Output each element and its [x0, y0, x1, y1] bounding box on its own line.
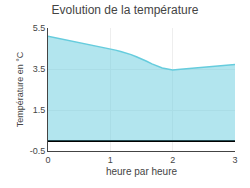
- svg-text:3.5: 3.5: [33, 64, 46, 74]
- svg-text:3: 3: [232, 155, 237, 165]
- svg-text:1.5: 1.5: [33, 105, 46, 115]
- svg-text:0: 0: [45, 155, 50, 165]
- svg-text:-0.5: -0.5: [30, 146, 46, 156]
- svg-text:Evolution de la température: Evolution de la température: [52, 3, 199, 17]
- svg-text:Température en °C: Température en °C: [15, 51, 25, 127]
- svg-text:5.5: 5.5: [33, 23, 46, 33]
- svg-text:heure par heure: heure par heure: [106, 166, 178, 177]
- svg-text:1: 1: [108, 155, 113, 165]
- svg-text:2: 2: [170, 155, 175, 165]
